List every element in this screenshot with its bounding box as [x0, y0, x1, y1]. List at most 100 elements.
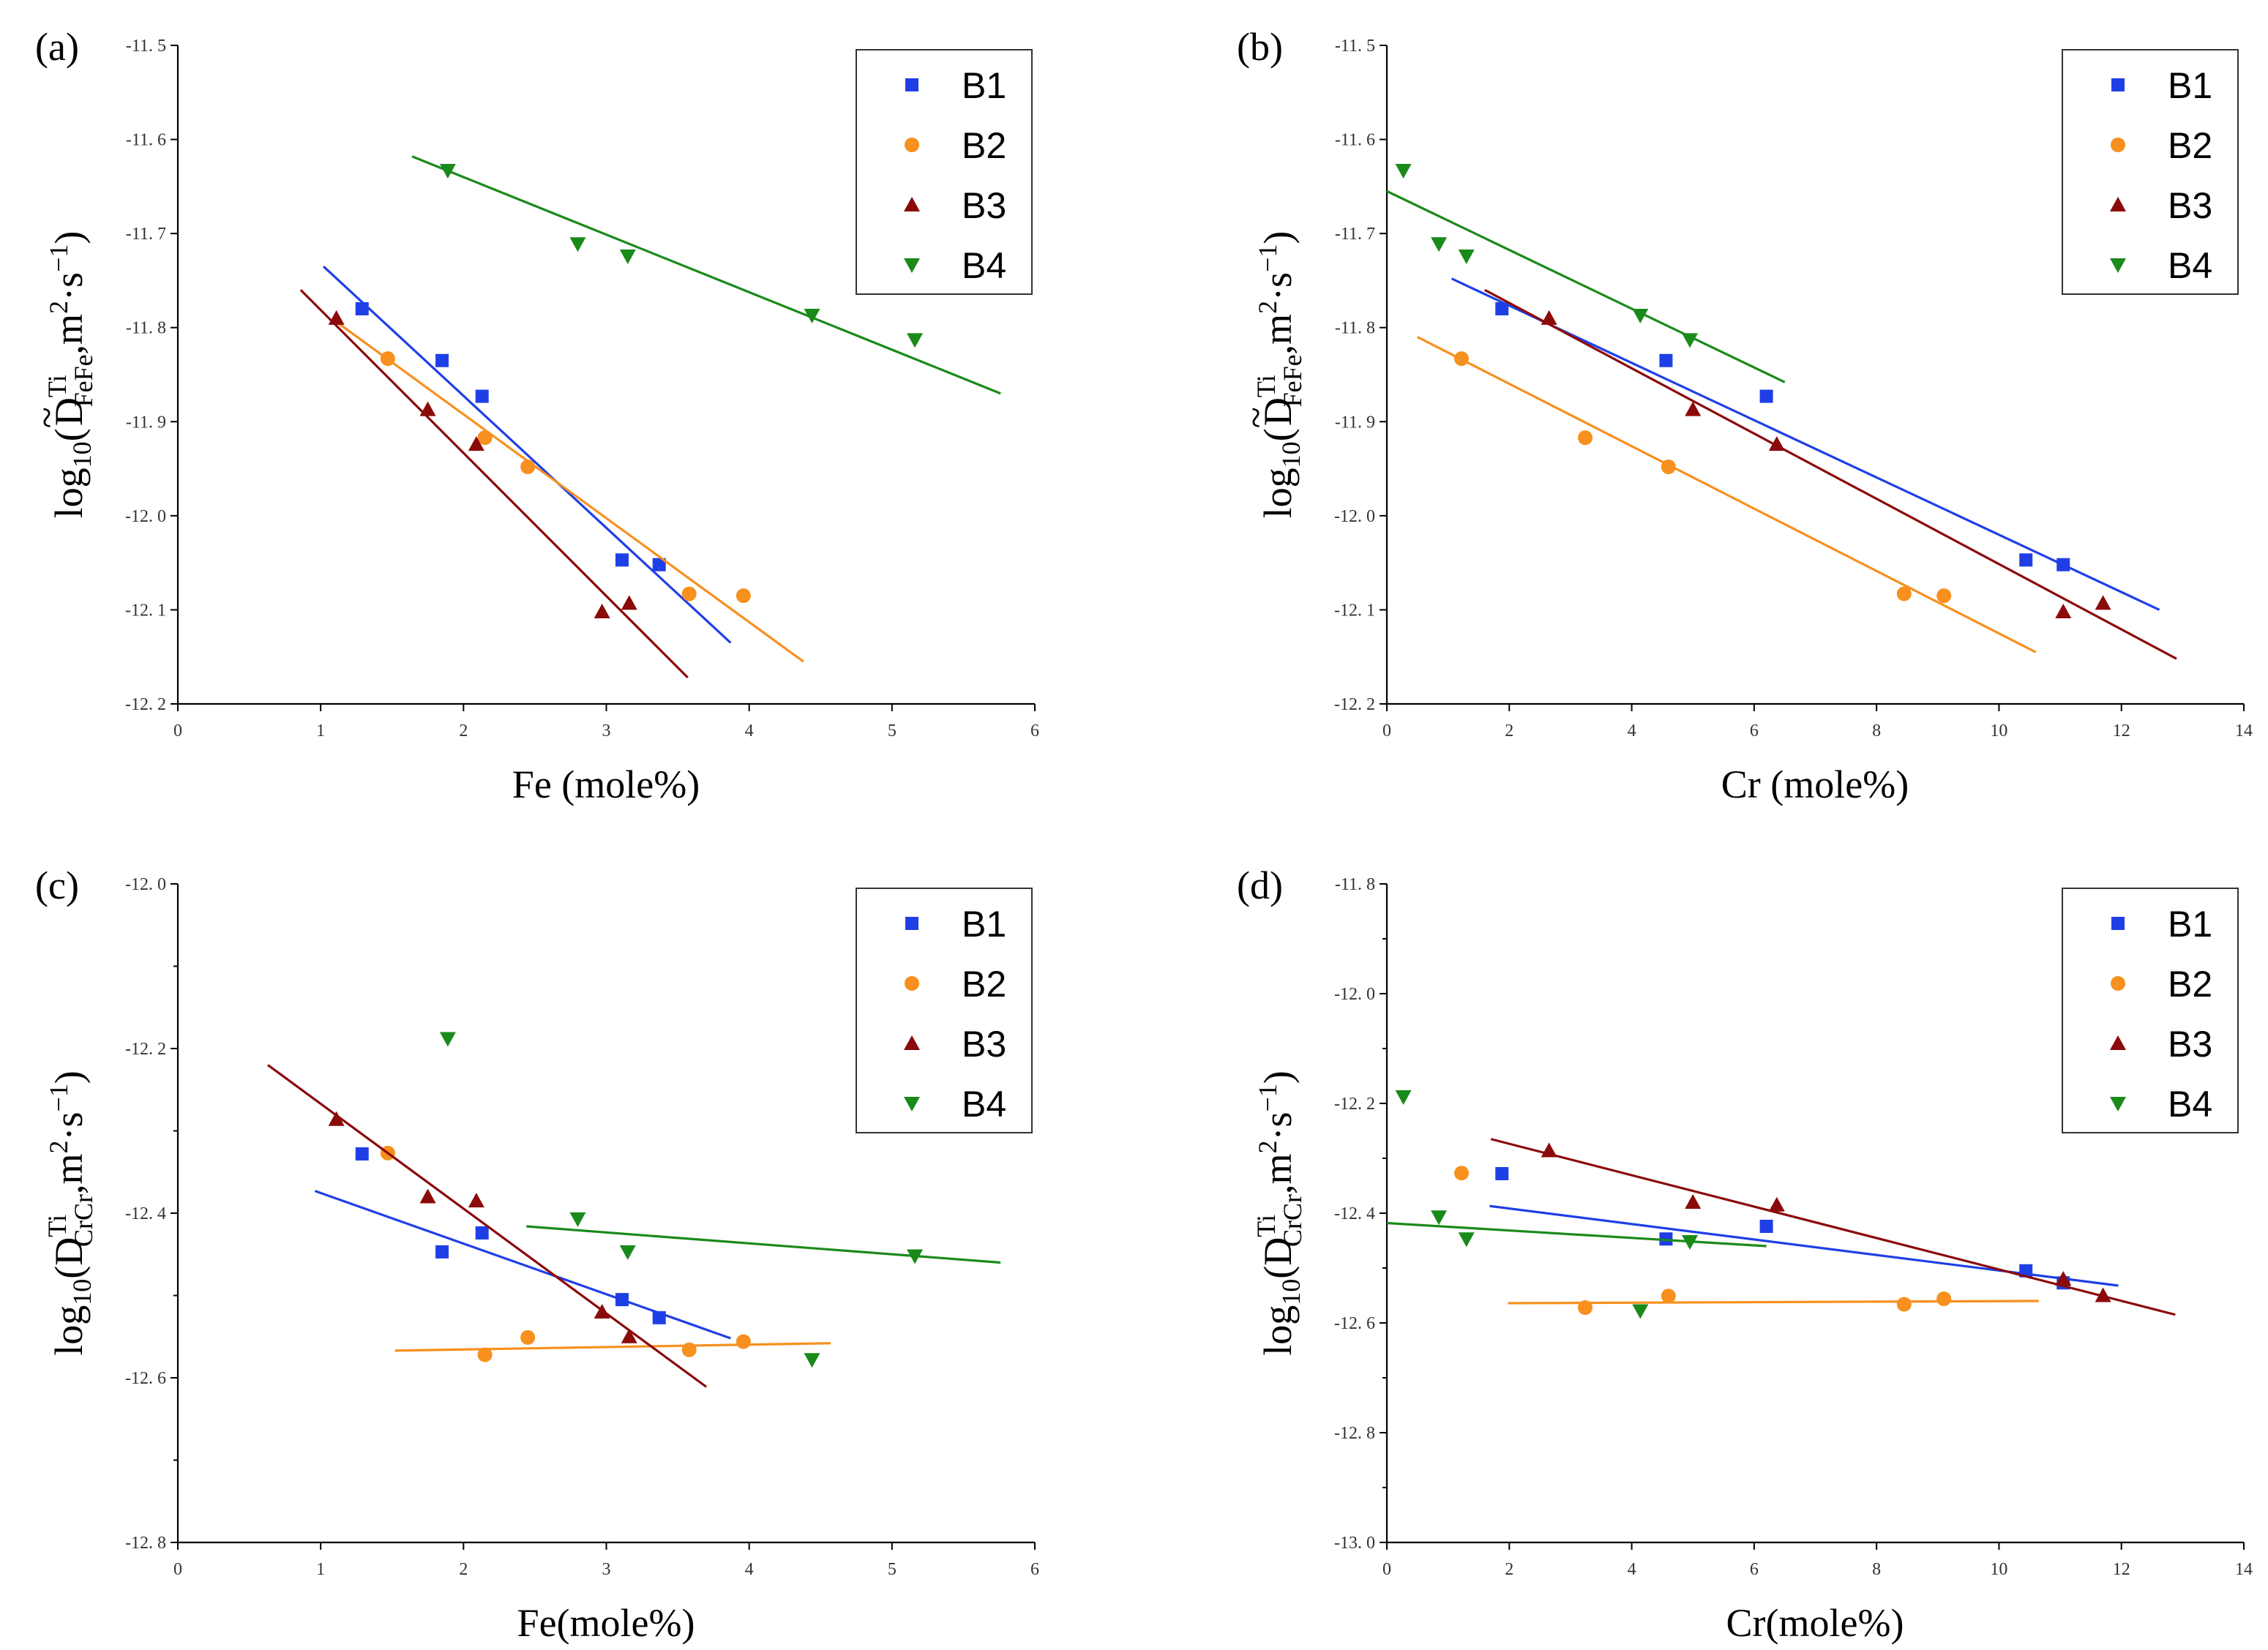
y-tick-label: -11. 7	[1335, 225, 1375, 244]
point-b4	[1395, 164, 1412, 179]
fit-line-b4	[1386, 190, 1786, 383]
point-b1	[615, 553, 629, 567]
y-axis-label: log10(~DTiFeFe,m2·s−1)	[1234, 231, 1307, 519]
point-b2	[1896, 1297, 1912, 1312]
point-b1	[2056, 558, 2070, 571]
legend-label-b2: B2	[962, 125, 1006, 166]
y-axis-label: log10(~DTiFeFe,m2·s−1)	[25, 231, 98, 519]
y-tick-label: -11. 6	[1335, 131, 1375, 150]
x-tick-label: 8	[1872, 721, 1881, 740]
point-b4	[1458, 250, 1475, 264]
x-tick-label: 3	[602, 1560, 611, 1579]
y-tick-label: -12. 8	[125, 1534, 166, 1553]
legend-label-b3: B3	[962, 185, 1006, 226]
point-b3	[2055, 604, 2072, 618]
point-b3	[1768, 1196, 1785, 1212]
x-tick-label: 10	[1990, 721, 2007, 740]
legend-label-b4: B4	[2168, 245, 2212, 286]
point-b3	[468, 1193, 484, 1208]
x-tick-label: 6	[1750, 721, 1759, 740]
legend-marker-b3	[904, 197, 920, 211]
point-b4	[619, 1245, 636, 1260]
y-tick-label: -11. 9	[126, 413, 166, 432]
legend-label-b1: B1	[2168, 65, 2212, 106]
legend-label-b4: B4	[962, 245, 1006, 286]
point-b2	[1454, 1166, 1470, 1181]
y-tick-label: -12. 4	[125, 1204, 166, 1223]
point-b4	[804, 1353, 820, 1368]
fit-line-b3	[1484, 288, 2177, 660]
x-tick-label: 10	[1990, 1560, 2007, 1579]
y-tick-label: -12. 6	[1334, 1314, 1375, 1333]
legend-marker-b3	[2110, 197, 2126, 211]
y-tick-label: -12. 6	[125, 1369, 166, 1388]
point-b2	[477, 1347, 493, 1362]
x-tick-label: 6	[1750, 1560, 1759, 1579]
legend-marker-b4	[2110, 1097, 2126, 1111]
y-tick-label: -12. 2	[1334, 1095, 1375, 1114]
panel-label: (a)	[35, 25, 79, 69]
point-b3	[419, 1188, 436, 1204]
x-tick-label: 2	[459, 721, 468, 740]
legend-marker-b2	[2111, 976, 2125, 991]
point-b4	[1632, 1304, 1649, 1319]
point-b1	[355, 1147, 369, 1160]
legend-marker-b2	[905, 976, 919, 991]
point-b4	[907, 1249, 924, 1264]
y-tick-label: -11. 8	[1335, 875, 1375, 894]
fit-line-b3	[267, 1064, 708, 1388]
x-tick-label: 2	[1505, 1560, 1513, 1579]
point-b2	[736, 1334, 751, 1349]
panel-a: -12. 2 -12. 1 -12. 0 -11. 9 -11. 8 -11. 7 -11.…	[25, 25, 1039, 806]
y-tick-label: -12. 0	[125, 507, 166, 526]
point-b2	[1936, 588, 1952, 604]
point-b2	[1661, 460, 1676, 474]
point-b3	[594, 604, 610, 618]
point-b3	[1541, 1142, 1557, 1158]
point-b1	[435, 1245, 449, 1259]
fit-line-b2	[394, 1342, 831, 1352]
point-b1	[2019, 1264, 2033, 1278]
x-tick-label: 5	[888, 721, 897, 740]
legend-box	[2062, 49, 2239, 295]
legend-marker-b1	[905, 917, 918, 930]
y-axis-label: log10(DTiCrCr,m2·s−1)	[1251, 1070, 1307, 1356]
fit-line-b1	[322, 265, 732, 644]
x-tick-label: 8	[1872, 1560, 1881, 1579]
point-b2	[1661, 1289, 1676, 1304]
x-tick-label: 0	[173, 721, 182, 740]
y-tick-label: -11. 5	[1335, 37, 1375, 56]
panel-label: (d)	[1237, 863, 1283, 907]
point-b3	[419, 401, 436, 416]
point-b4	[1431, 237, 1448, 252]
x-axis-label: Fe (mole%)	[512, 762, 700, 806]
point-b1	[1495, 1167, 1509, 1180]
legend-label-b3: B3	[962, 1024, 1006, 1065]
point-b3	[1685, 1194, 1702, 1209]
point-b4	[1431, 1210, 1448, 1226]
legend-label-b1: B1	[2168, 904, 2212, 945]
legend-label-b3: B3	[2168, 185, 2212, 226]
x-tick-label: 6	[1030, 1560, 1039, 1579]
point-b1	[615, 1293, 629, 1307]
point-b4	[1458, 1232, 1475, 1248]
panel-b: -12. 2 -12. 1 -12. 0 -11. 9 -11. 8 -11. 7 -11.…	[1234, 25, 2253, 806]
y-tick-label: -11. 6	[126, 131, 166, 150]
legend: B1 B2 B3 B4	[2062, 888, 2239, 1133]
legend-box	[2062, 888, 2239, 1133]
fit-line-b2	[1417, 336, 2037, 653]
y-tick-label: -12. 0	[1334, 507, 1375, 526]
fit-line-b2	[337, 321, 804, 663]
point-b2	[1896, 586, 1912, 601]
point-b2	[681, 586, 697, 601]
legend-marker-b2	[2111, 138, 2125, 152]
point-b3	[1768, 436, 1785, 451]
legend: B1 B2 B3 B4	[2062, 49, 2239, 295]
point-b1	[475, 1226, 489, 1240]
point-b3	[594, 1304, 610, 1319]
fit-line-b3	[1490, 1138, 2176, 1316]
point-b4	[569, 1212, 586, 1227]
legend-marker-b4	[904, 1097, 920, 1111]
fit-line-b1	[314, 1190, 731, 1340]
